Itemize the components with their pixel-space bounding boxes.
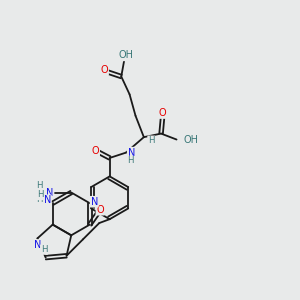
Text: OH: OH bbox=[183, 134, 198, 145]
Text: N: N bbox=[128, 148, 135, 158]
Text: H: H bbox=[41, 245, 47, 254]
Text: OH: OH bbox=[118, 50, 133, 60]
Text: H: H bbox=[148, 136, 154, 145]
Text: O: O bbox=[96, 205, 104, 215]
Text: O: O bbox=[159, 108, 167, 118]
Text: H: H bbox=[36, 194, 43, 203]
Text: N: N bbox=[34, 240, 41, 250]
Text: N: N bbox=[91, 197, 98, 207]
Text: N: N bbox=[46, 188, 53, 197]
Text: O: O bbox=[92, 146, 99, 155]
Text: H: H bbox=[37, 190, 44, 200]
Text: H: H bbox=[36, 182, 43, 190]
Text: O: O bbox=[100, 65, 108, 75]
Text: H: H bbox=[127, 156, 134, 165]
Text: N: N bbox=[44, 195, 51, 205]
